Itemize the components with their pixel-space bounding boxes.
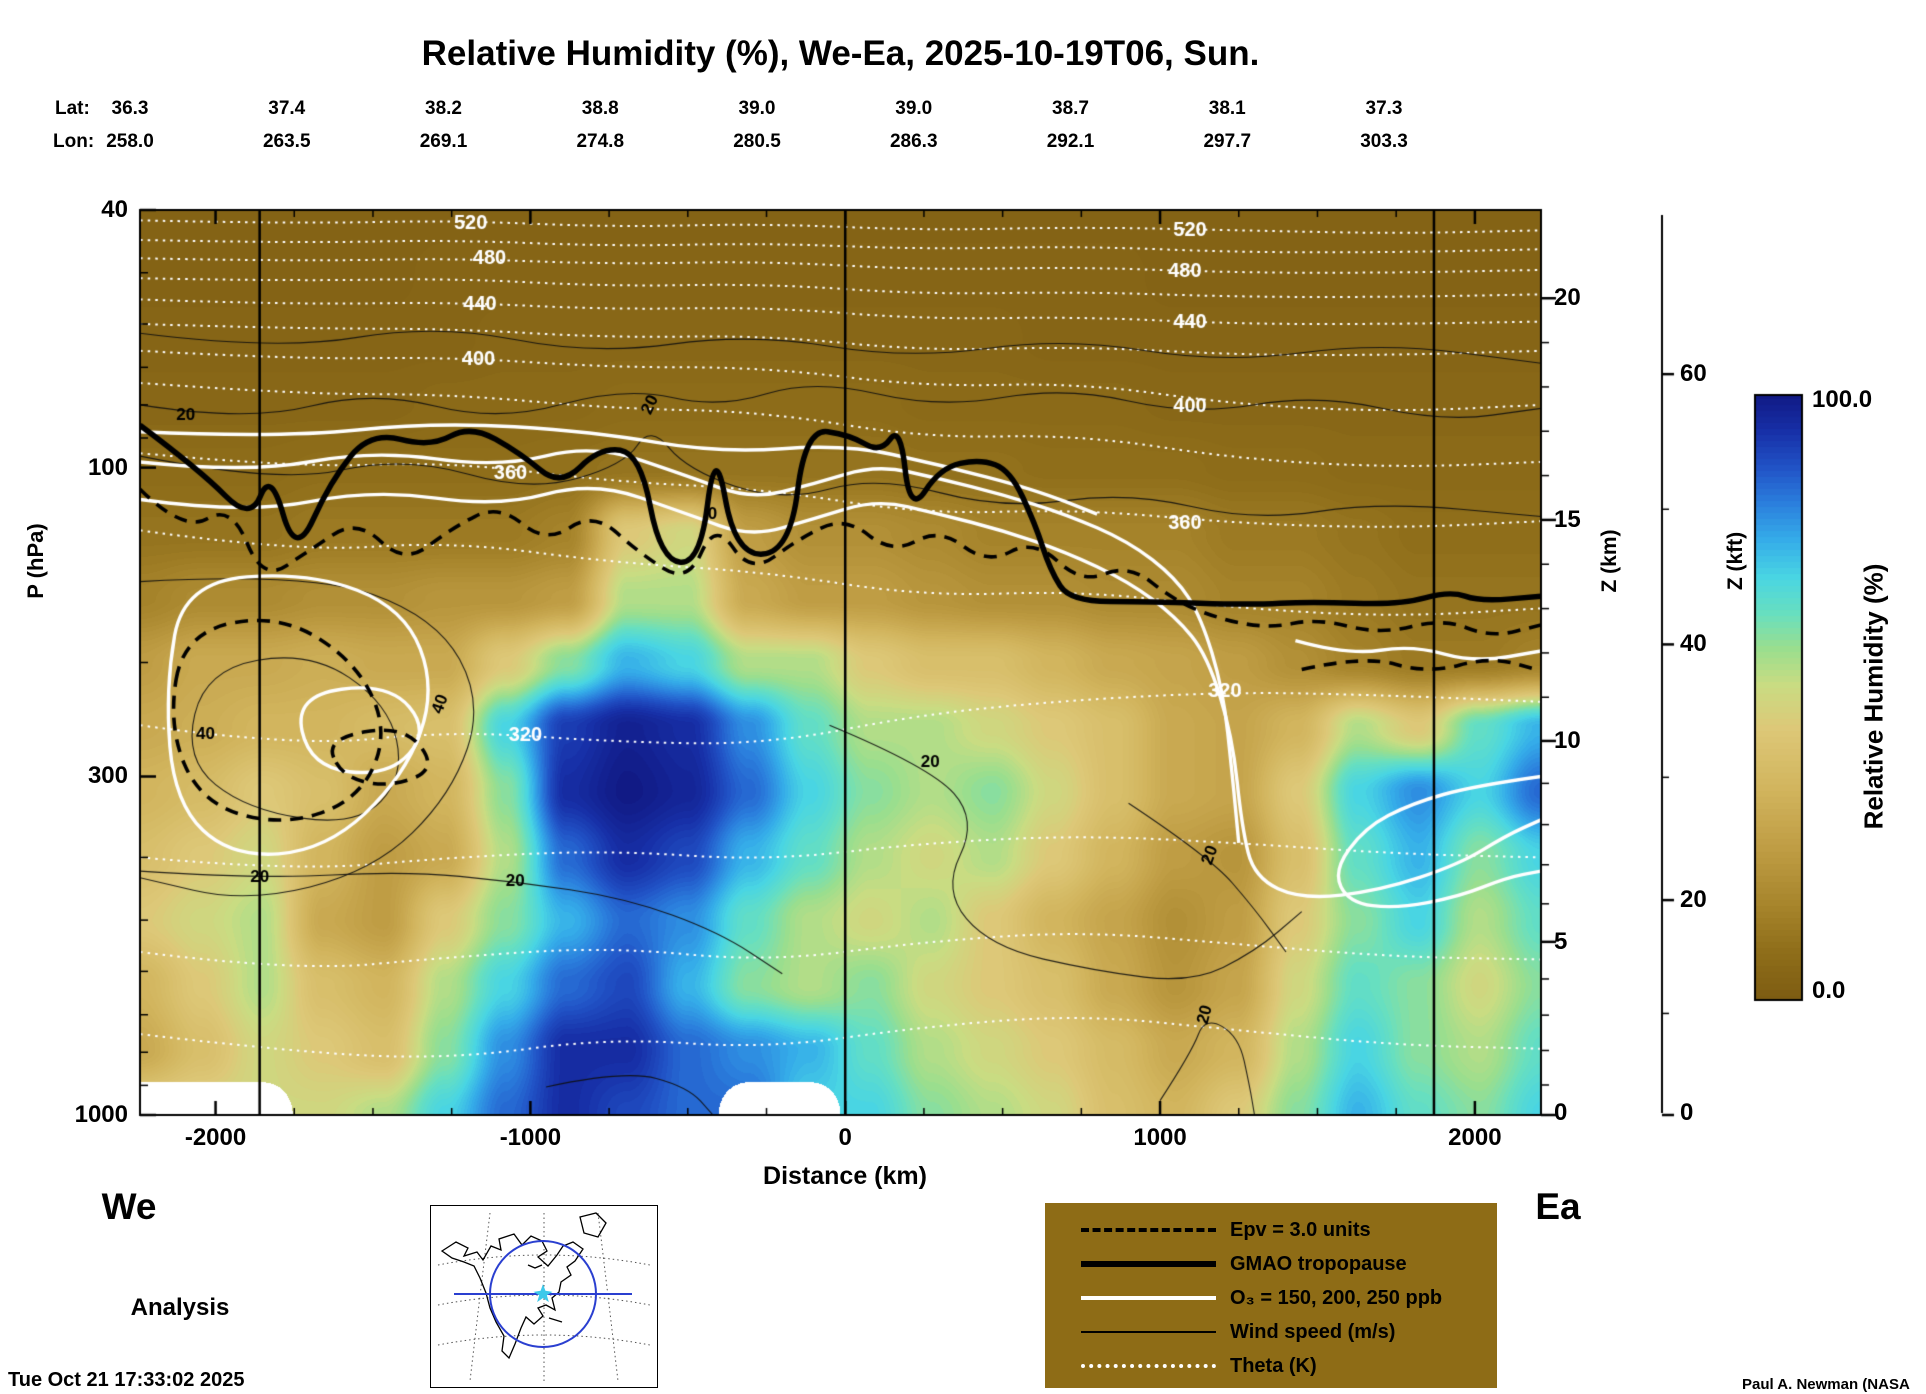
legend-item: O₃ = 150, 200, 250 ppb <box>1081 1281 1497 1315</box>
legend-item: Theta (K) <box>1081 1349 1497 1383</box>
z-kft-axis-label: Z (kft) <box>1724 531 1747 591</box>
author-credit: Paul A. Newman (NASA <box>1742 1376 1910 1393</box>
lat-value: 38.8 <box>581 98 619 119</box>
z-kft-tick-label: 60 <box>1680 360 1707 388</box>
z-km-tick-label: 5 <box>1554 927 1568 955</box>
lat-value: 36.3 <box>111 98 149 119</box>
lat-value: 37.3 <box>1365 98 1403 119</box>
map-transect-marker <box>454 1240 632 1348</box>
lon-row-label: Lon: <box>53 131 95 152</box>
legend-line-sample-thick-black <box>1081 1261 1216 1267</box>
pressure-axis-label: P (hPa) <box>23 523 48 599</box>
lon-value: 286.3 <box>889 131 938 152</box>
lon-value: 303.3 <box>1360 131 1408 152</box>
x-tick-label: 1000 <box>1133 1124 1187 1151</box>
lon-value: 263.5 <box>262 131 311 152</box>
legend-line-sample-thin-black <box>1081 1331 1216 1333</box>
lat-value: 38.1 <box>1208 98 1246 119</box>
map-inset <box>430 1205 658 1388</box>
analysis-mode-label: Analysis <box>130 1294 230 1321</box>
z-kft-tick-label: 40 <box>1680 630 1707 658</box>
legend-item: GMAO tropopause <box>1081 1247 1497 1281</box>
p-tick-label: 300 <box>87 762 128 790</box>
p-tick-label: 1000 <box>74 1101 128 1128</box>
lat-value: 38.7 <box>1052 98 1089 119</box>
legend-item-label: Theta (K) <box>1230 1354 1317 1377</box>
map-coastline <box>440 1212 607 1360</box>
legend-line-sample-dashed-black <box>1081 1228 1216 1232</box>
legend-line-sample-thick-white <box>1081 1296 1216 1300</box>
lat-value: 39.0 <box>738 98 776 119</box>
lat-row-label: Lat: <box>55 98 90 119</box>
p-tick-label: 40 <box>101 196 128 223</box>
z-km-tick-label: 10 <box>1554 726 1581 754</box>
legend-item: Epv = 3.0 units <box>1081 1213 1497 1247</box>
z-km-tick-label: 15 <box>1554 505 1581 533</box>
x-tick-label: -1000 <box>499 1124 562 1151</box>
z-kft-tick-label: 0 <box>1680 1099 1694 1126</box>
east-end-label: Ea <box>1535 1186 1581 1227</box>
generation-timestamp: Tue Oct 21 17:33:02 2025 <box>8 1369 245 1391</box>
z-km-axis-label: Z (km) <box>1598 529 1621 593</box>
lat-value: 38.2 <box>425 98 462 119</box>
lat-value: 39.0 <box>895 98 933 119</box>
lon-value: 292.1 <box>1046 131 1095 152</box>
x-tick-label: 0 <box>838 1124 852 1151</box>
distance-axis-label: Distance (km) <box>763 1162 927 1190</box>
z-km-tick-label: 0 <box>1554 1099 1568 1126</box>
colorbar-title: Relative Humidity (%) <box>1858 563 1889 830</box>
colorbar-min-label: 0.0 <box>1812 977 1846 1004</box>
west-end-label: We <box>101 1186 157 1227</box>
lon-value: 269.1 <box>419 131 468 152</box>
legend-box: Epv = 3.0 units GMAO tropopause O₃ = 150, … <box>1045 1203 1497 1388</box>
colorbar-max-label: 100.0 <box>1812 386 1873 413</box>
x-tick-label: 2000 <box>1448 1124 1502 1151</box>
p-tick-label: 100 <box>87 453 128 481</box>
lon-value: 280.5 <box>733 131 781 152</box>
legend-line-sample-dotted-white <box>1081 1364 1216 1368</box>
legend-item-label: Epv = 3.0 units <box>1230 1218 1371 1241</box>
z-km-tick-label: 20 <box>1554 284 1581 312</box>
legend-item: Wind speed (m/s) <box>1081 1315 1497 1349</box>
legend-item-label: O₃ = 150, 200, 250 ppb <box>1230 1286 1443 1309</box>
legend-item-label: Wind speed (m/s) <box>1230 1320 1396 1343</box>
lat-value: 37.4 <box>268 98 306 119</box>
lon-value: 297.7 <box>1203 131 1252 152</box>
legend-item-label: GMAO tropopause <box>1230 1252 1407 1275</box>
lon-value: 274.8 <box>576 131 625 152</box>
lon-value: 258.0 <box>106 131 154 152</box>
chart-title: Relative Humidity (%), We-Ea, 2025-10-19… <box>421 34 1260 73</box>
x-tick-label: -2000 <box>184 1124 247 1151</box>
z-kft-tick-label: 20 <box>1680 886 1707 914</box>
